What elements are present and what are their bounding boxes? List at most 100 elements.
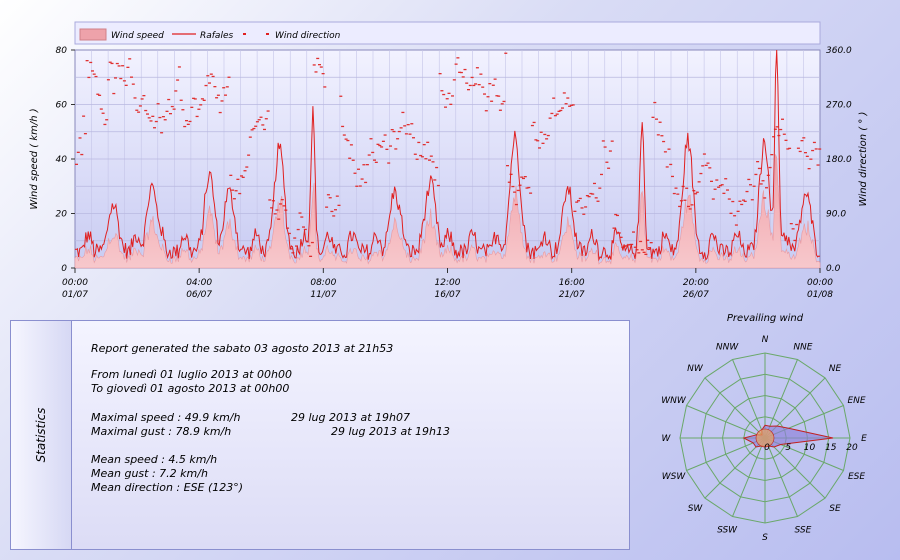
wind-direction-point [80,153,84,156]
rose-polygon [742,424,834,448]
wind-direction-point [522,177,525,180]
wind-direction-point [561,107,564,109]
x-tick-date: 01/08 [807,290,833,300]
wind-direction-point [644,253,648,255]
wind-direction-point [529,192,533,194]
wind-direction-point [573,210,577,212]
wind-direction-point [734,224,738,226]
wind-direction-point [234,190,238,192]
y-tick-label: 60 [56,101,68,111]
wind-direction-point [195,115,199,118]
wind-direction-point [165,110,169,112]
wind-direction-point [222,87,226,89]
wind-direction-point [690,204,694,206]
wind-direction-point [685,187,689,189]
wind-direction-point [454,63,458,65]
wind-direction-point [593,182,596,185]
wind-direction-point [775,126,779,128]
wind-direction-point [798,150,802,153]
wind-direction-point [782,133,786,135]
wind-direction-point [282,205,286,207]
rose-radial-tick: 0 [764,443,770,453]
wind-direction-point [747,178,751,181]
rose-spoke [704,377,766,439]
wind-direction-point [800,140,804,142]
wind-direction-point [456,57,460,59]
wind-direction-point [626,244,630,246]
wind-direction-point [745,190,749,193]
wind-direction-point [598,187,602,189]
wind-direction-point [749,184,752,186]
legend: Wind speed Rafales Wind direction [74,21,821,45]
wind-direction-point [403,125,407,127]
wind-direction-point [490,100,494,102]
wind-direction-point [238,192,242,195]
wind-direction-point [715,179,719,181]
wind-direction-point [640,249,644,251]
wind-direction-point [169,113,172,115]
wind-direction-point [85,60,89,62]
wind-direction-point [555,113,559,115]
wind-direction-point [106,79,110,81]
wind-direction-point [105,119,109,121]
wind-direction-point [699,172,703,175]
wind-direction-point [660,135,664,137]
wind-direction-point [507,181,511,183]
wind-direction-point [768,166,772,169]
rose-direction-label: ESE [848,472,865,482]
wind-direction-point [417,141,421,144]
wind-direction-point [263,128,266,131]
wind-direction-point [172,108,176,110]
wind-direction-point [394,148,398,150]
wind-direction-point [314,71,318,73]
wind-direction-point [514,203,518,206]
wind-direction-point [479,73,483,75]
rose-direction-label: SSW [717,526,738,536]
wind-direction-point [229,174,233,176]
x-tick-time: 20:00 [683,278,709,288]
x-tick-date: 06/07 [186,290,212,300]
wind-direction-point [161,116,165,118]
wind-direction-point [335,195,339,197]
wind-direction-point [101,112,105,114]
wind-direction-point [332,215,336,217]
wind-direction-point [571,104,575,106]
wind-direction-point [122,80,126,82]
wind-direction-point [538,147,541,149]
wind-direction-point [665,166,669,168]
wind-direction-point [147,117,151,119]
wind-direction-point [467,89,470,91]
wind-direction-point [539,131,543,133]
wind-direction-point [543,133,547,136]
wind-direction-point [438,73,442,75]
wind-direction-point [167,98,171,101]
rose-radial-tick: 5 [785,443,791,453]
mean-gust: Mean gust : 7.2 km/h [91,467,208,480]
wind-direction-point [809,158,813,160]
wind-direction-point [270,207,274,209]
wind-direction-point [449,103,453,105]
wind-direction-point [484,110,488,112]
wind-direction-point [225,86,229,88]
wind-direction-point [804,152,807,154]
wind-direction-point [247,154,251,156]
wind-direction-point [227,76,231,78]
wind-direction-point [176,79,180,81]
wind-direction-point [649,242,653,244]
wind-direction-point [351,159,355,161]
wind-direction-point [170,105,174,108]
wind-direction-point [192,97,196,99]
wind-direction-point [447,92,451,94]
wind-direction-point [426,141,430,143]
wind-direction-point [812,141,816,144]
wind-direction-point [671,175,674,178]
wind-direction-point [231,189,235,191]
wind-direction-point [472,84,476,87]
wind-direction-point [266,110,270,112]
wind-direction-point [293,237,297,239]
wind-direction-point [264,118,268,120]
y2-tick-label: 360.0 [826,46,852,56]
wind-direction-point [651,116,655,118]
wind-direction-point [404,133,408,135]
wind-direction-point [451,95,454,97]
